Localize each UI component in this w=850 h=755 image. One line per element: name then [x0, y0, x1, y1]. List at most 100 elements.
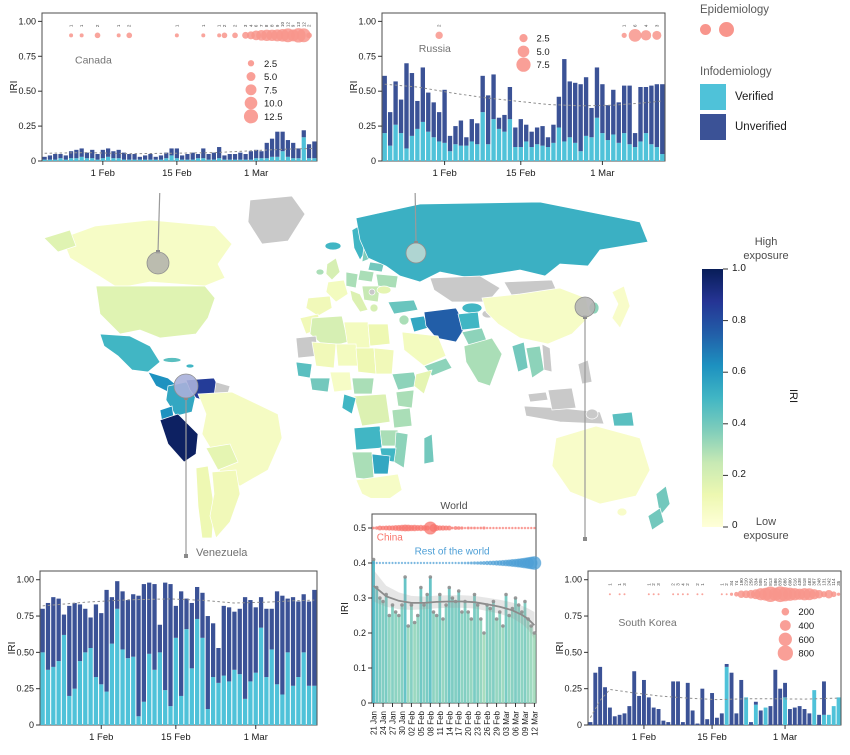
- svg-text:12: 12: [285, 22, 290, 28]
- svg-text:1 Feb: 1 Feb: [432, 168, 456, 179]
- svg-text:0.3: 0.3: [353, 593, 366, 603]
- country-iran: [423, 307, 467, 343]
- svg-text:114: 114: [831, 578, 836, 586]
- country-tanzania: [391, 407, 413, 429]
- country-serbia: [368, 288, 376, 296]
- svg-text:20 Feb: 20 Feb: [464, 710, 473, 735]
- svg-text:11 Feb: 11 Feb: [436, 710, 445, 735]
- svg-text:242: 242: [826, 578, 831, 586]
- country-drc: [353, 393, 391, 427]
- svg-text:4: 4: [643, 24, 648, 27]
- svg-text:6: 6: [633, 24, 638, 27]
- svg-text:China: China: [377, 532, 404, 543]
- svg-text:1: 1: [622, 24, 627, 27]
- svg-text:08 Feb: 08 Feb: [426, 710, 435, 735]
- svg-text:131: 131: [821, 578, 826, 586]
- svg-text:8: 8: [270, 24, 275, 27]
- country-greece: [369, 303, 379, 313]
- svg-text:0.75: 0.75: [18, 51, 36, 61]
- svg-text:1: 1: [217, 24, 222, 27]
- colorbar-tick-02: 0.2: [732, 469, 746, 480]
- svg-text:34: 34: [729, 580, 734, 586]
- svg-text:0: 0: [577, 720, 582, 730]
- country-peru: [159, 413, 199, 463]
- country-new-zealand-south: [647, 507, 665, 531]
- country-spain: [305, 295, 333, 317]
- svg-text:686: 686: [783, 578, 788, 586]
- country-alaska: [43, 229, 77, 253]
- svg-text:0: 0: [371, 156, 376, 166]
- svg-text:15 Feb: 15 Feb: [697, 732, 727, 743]
- svg-text:1 Mar: 1 Mar: [244, 168, 268, 179]
- svg-text:248: 248: [817, 578, 822, 586]
- svg-text:0.75: 0.75: [564, 611, 582, 621]
- svg-text:15 Feb: 15 Feb: [161, 732, 191, 743]
- colorbar-low-label: Low exposure: [743, 516, 789, 542]
- map-colorbar: High exposure 1.0 0.8 0.6 0.4 0.2 0 IRI …: [698, 228, 848, 558]
- svg-text:2: 2: [222, 24, 227, 27]
- legend-unverified-row: Unverified: [700, 114, 787, 140]
- country-vietnam: [541, 343, 553, 373]
- colorbar-tick-04: 0.4: [732, 418, 746, 429]
- svg-text:South Korea: South Korea: [618, 617, 677, 629]
- svg-text:1: 1: [700, 583, 705, 586]
- colorbar-tick-1: 1.0: [732, 263, 746, 274]
- svg-text:600: 600: [798, 635, 814, 646]
- country-south-africa: [355, 473, 403, 505]
- svg-text:0.2: 0.2: [353, 628, 366, 638]
- svg-text:813: 813: [768, 578, 773, 586]
- country-romania: [376, 285, 392, 295]
- svg-text:3: 3: [654, 24, 659, 27]
- svg-text:1: 1: [201, 24, 206, 27]
- verified-label: Verified: [735, 91, 774, 103]
- svg-text:14 Feb: 14 Feb: [445, 710, 454, 735]
- svg-text:210: 210: [744, 578, 749, 586]
- svg-text:0.25: 0.25: [18, 121, 36, 131]
- country-gabon: [341, 393, 357, 415]
- country-india: [463, 337, 503, 387]
- svg-text:12.5: 12.5: [264, 112, 283, 123]
- canada-panel: 0 0.25 0.50 0.75 1.00 1 Feb 15 Feb 1 Mar IRI 1 1 2 1…: [6, 4, 324, 193]
- country-australia: [551, 425, 651, 505]
- country-turkey: [387, 299, 419, 315]
- country-cuba: [162, 357, 182, 363]
- country-ireland: [315, 268, 325, 276]
- svg-text:02 Feb: 02 Feb: [407, 710, 416, 735]
- svg-text:27 Jan: 27 Jan: [389, 711, 398, 735]
- country-greenland: [247, 195, 306, 245]
- svg-text:4: 4: [680, 583, 685, 586]
- svg-text:334: 334: [753, 578, 758, 586]
- svg-text:1 Feb: 1 Feb: [89, 732, 113, 743]
- svg-text:516: 516: [792, 578, 797, 586]
- svg-text:0.25: 0.25: [358, 121, 376, 131]
- svg-text:1: 1: [79, 24, 84, 27]
- svg-text:7.5: 7.5: [537, 60, 550, 71]
- country-france: [325, 279, 349, 303]
- epidemiology-legend: Epidemiology: [700, 4, 769, 37]
- svg-text:1.00: 1.00: [564, 575, 582, 585]
- svg-text:0.50: 0.50: [358, 86, 376, 96]
- svg-text:2: 2: [695, 583, 700, 586]
- svg-text:0.50: 0.50: [564, 647, 582, 657]
- svg-text:7: 7: [259, 24, 264, 27]
- country-nigeria: [329, 371, 353, 393]
- svg-text:0.50: 0.50: [16, 647, 34, 657]
- epidemiology-bubble-large-icon: [719, 22, 735, 37]
- colorbar-tick-08: 0.8: [732, 315, 746, 326]
- unverified-swatch-icon: [700, 114, 726, 140]
- svg-text:190: 190: [739, 578, 744, 586]
- svg-text:2: 2: [685, 583, 690, 586]
- svg-text:06 Mar: 06 Mar: [512, 711, 521, 736]
- svg-text:586: 586: [773, 578, 778, 586]
- colorbar-gradient: [702, 268, 728, 528]
- svg-text:1.00: 1.00: [358, 16, 376, 26]
- svg-text:2: 2: [233, 24, 238, 27]
- country-myanmar: [511, 341, 529, 373]
- svg-text:1: 1: [607, 583, 612, 586]
- svg-text:1: 1: [719, 583, 724, 586]
- map-countries: [43, 195, 671, 539]
- svg-text:12: 12: [301, 22, 306, 28]
- svg-text:2: 2: [651, 583, 656, 586]
- svg-text:1.00: 1.00: [16, 575, 34, 585]
- svg-text:2: 2: [127, 24, 132, 27]
